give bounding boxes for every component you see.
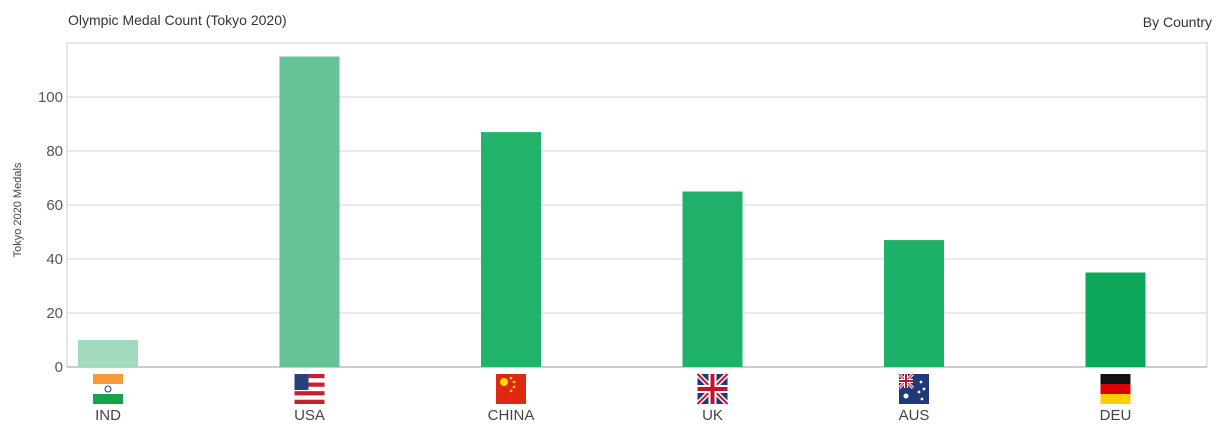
- x-tick-label: UK: [702, 407, 723, 424]
- x-tick-label: IND: [95, 407, 121, 424]
- y-tick-label: 100: [38, 89, 63, 106]
- gridlines: [67, 96, 1207, 368]
- germany-flag-icon: [1100, 374, 1131, 404]
- uk-flag-icon: [695, 372, 730, 406]
- bar-usa: [279, 56, 340, 367]
- china-flag-icon: [496, 374, 526, 404]
- chart-title: Olympic Medal Count (Tokyo 2020): [68, 12, 287, 28]
- bars: [78, 56, 1146, 367]
- y-tick-label: 40: [46, 251, 63, 268]
- x-tick-label: USA: [294, 407, 325, 424]
- x-tick-label: DEU: [1100, 407, 1132, 424]
- bar-uk: [682, 191, 743, 367]
- bar-aus: [884, 240, 944, 367]
- bar-china: [481, 132, 541, 367]
- y-tick-label: 80: [46, 143, 63, 160]
- chart-subtitle: By Country: [1142, 14, 1212, 30]
- usa-flag-icon: [294, 374, 325, 404]
- x-tick-label: AUS: [899, 407, 930, 424]
- india-flag-icon: [93, 374, 123, 404]
- x-tick-label: CHINA: [488, 407, 535, 424]
- y-axis-ticks: 0 20 40 60 80 100: [38, 89, 63, 376]
- y-tick-label: 20: [46, 305, 63, 322]
- bar-deu: [1085, 272, 1146, 367]
- bar-ind: [78, 340, 138, 367]
- y-tick-label: 0: [55, 359, 63, 376]
- y-tick-label: 60: [46, 197, 63, 214]
- australia-flag-icon: [897, 372, 929, 404]
- flags: [93, 372, 1131, 406]
- x-axis-labels: IND USA CHINA UK AUS DEU: [95, 407, 1131, 424]
